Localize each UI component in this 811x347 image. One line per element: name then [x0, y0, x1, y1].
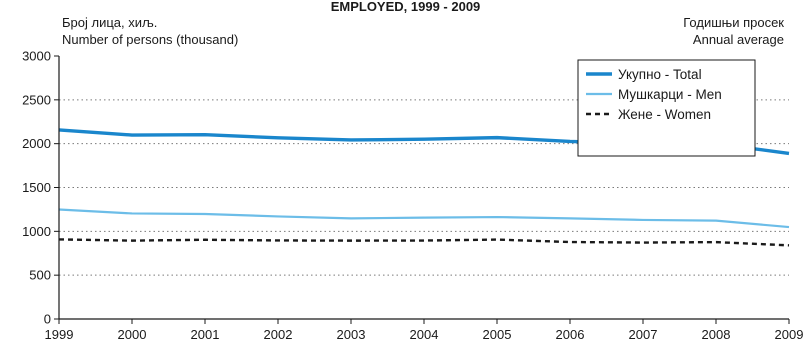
legend-label-0: Укупно - Total	[618, 67, 702, 82]
y-tick-label-3000: 3000	[22, 49, 51, 64]
x-tick-label-2006: 2006	[556, 327, 585, 342]
legend-label-2: Жене - Women	[618, 107, 711, 122]
chart-note-line-1: Годишњи просек	[683, 15, 784, 30]
chart-note: Годишњи просек Annual average	[683, 14, 784, 48]
chart-title: EMPLOYED, 1999 - 2009	[330, 0, 481, 14]
x-tick-label-2004: 2004	[410, 327, 439, 342]
y-tick-label-2000: 2000	[22, 136, 51, 151]
y-tick-label-2500: 2500	[22, 92, 51, 107]
y-axis-label: Број лица, хиљ. Number of persons (thous…	[62, 14, 238, 48]
series-line-1	[58, 208, 790, 229]
y-tick-label-0: 0	[44, 312, 51, 327]
series-line-2	[58, 238, 790, 247]
y-tick-label-1500: 1500	[22, 180, 51, 195]
x-tick-label-2008: 2008	[702, 327, 731, 342]
x-tick-label-2007: 2007	[629, 327, 658, 342]
legend-box	[577, 59, 756, 157]
y-axis-label-line-1: Број лица, хиљ.	[62, 15, 158, 30]
x-tick-label-2003: 2003	[337, 327, 366, 342]
x-tick-label-1999: 1999	[45, 327, 74, 342]
chart-note-line-2: Annual average	[692, 32, 784, 47]
x-tick-label-2000: 2000	[118, 327, 147, 342]
legend-label-1: Мушкарци - Men	[618, 87, 722, 102]
y-tick-label-500: 500	[29, 268, 51, 283]
y-axis-label-line-2: Number of persons (thousand)	[62, 32, 239, 47]
y-tick-label-1000: 1000	[22, 224, 51, 239]
x-tick-label-2001: 2001	[191, 327, 220, 342]
x-tick-label-2009: 2009	[775, 327, 804, 342]
x-tick-label-2002: 2002	[264, 327, 293, 342]
x-tick-label-2005: 2005	[483, 327, 512, 342]
